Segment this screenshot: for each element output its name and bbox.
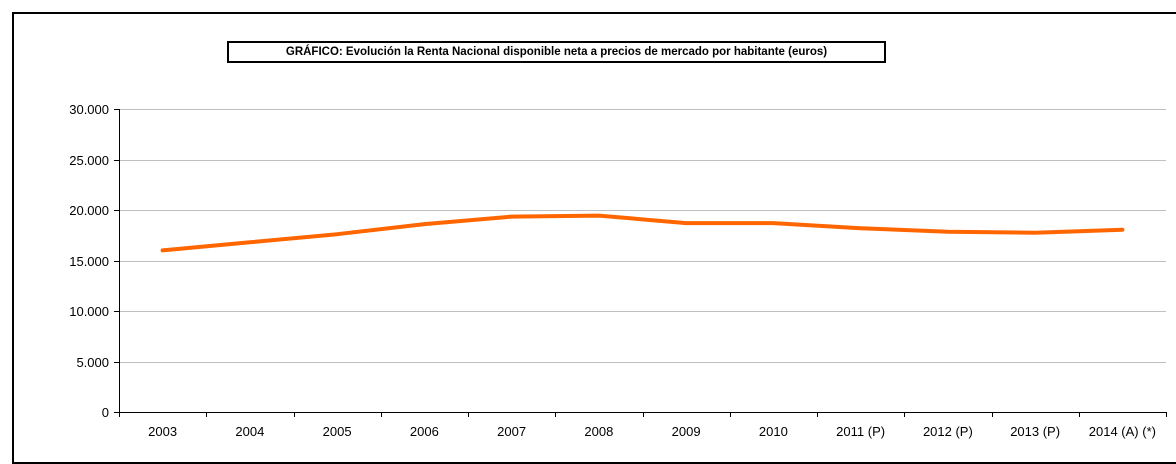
x-tick-label: 2014 (A) (*) <box>1089 424 1156 439</box>
series <box>163 215 1123 250</box>
x-tick-label: 2010 <box>759 424 788 439</box>
y-tick-label: 20.000 <box>69 203 109 218</box>
x-tick-label: 2003 <box>148 424 177 439</box>
x-tick-label: 2011 (P) <box>836 424 885 439</box>
gridlines <box>119 110 1166 363</box>
x-tick-label: 2005 <box>323 424 352 439</box>
x-tick-label: 2013 (P) <box>1010 424 1060 439</box>
y-tick-label: 5.000 <box>76 355 109 370</box>
x-tick-label: 2004 <box>235 424 264 439</box>
x-tick-labels: 2003 2004 2005 2006 2007 2008 2009 2010 2011 (P)… <box>148 424 1156 439</box>
x-tick-label: 2008 <box>584 424 613 439</box>
y-tick-label: 25.000 <box>69 153 109 168</box>
x-tick-label: 2009 <box>672 424 701 439</box>
y-tick-label: 30.000 <box>69 102 109 117</box>
y-tick-label: 15.000 <box>69 254 109 269</box>
y-tick-label: 10.000 <box>69 304 109 319</box>
axes <box>114 109 1167 417</box>
x-tick-label: 2012 (P) <box>923 424 973 439</box>
y-tick-labels: 0 5.000 10.000 15.000 20.000 25.000 30.000 <box>69 102 109 420</box>
x-tick-label: 2006 <box>410 424 439 439</box>
y-tick-label: 0 <box>102 405 109 420</box>
series-line <box>163 216 1123 251</box>
x-tick-label: 2007 <box>497 424 526 439</box>
